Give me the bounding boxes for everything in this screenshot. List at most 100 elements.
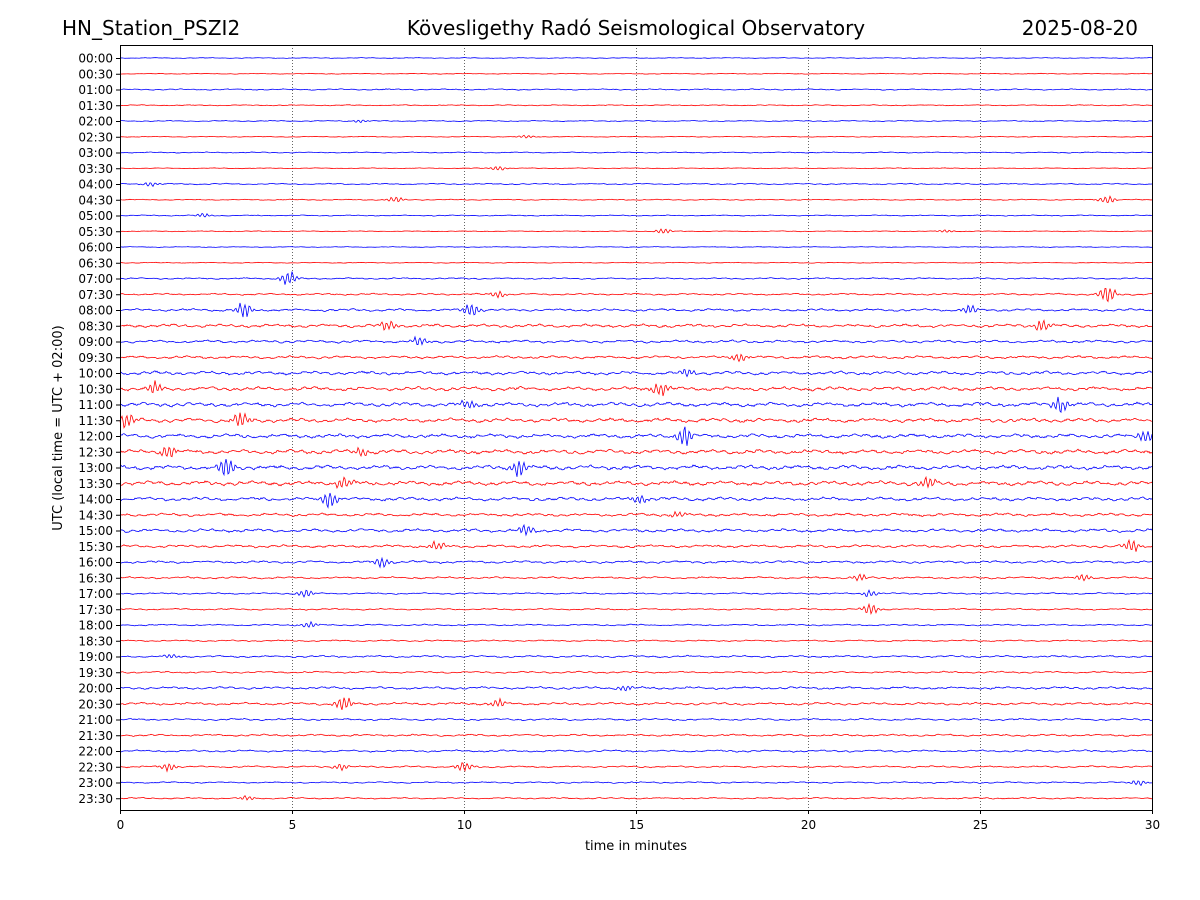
trace-2230 [119, 762, 1153, 773]
trace-1330 [119, 475, 1153, 489]
trace-0830 [119, 319, 1153, 331]
trace-1130 [119, 412, 1153, 429]
trace-0200 [119, 119, 1153, 124]
ytick-label: 20:00 [78, 682, 113, 696]
xtick-label: 30 [1145, 818, 1160, 832]
trace-1500 [119, 523, 1153, 537]
xtick-label: 0 [117, 818, 125, 832]
ytick-label: 01:30 [78, 99, 113, 113]
trace-0530 [119, 228, 1153, 234]
trace-0730 [119, 288, 1153, 303]
trace-0300 [119, 151, 1153, 154]
ytick-label: 16:00 [78, 556, 113, 570]
ytick-label: 12:30 [78, 445, 113, 459]
ytick-label: 15:30 [78, 540, 113, 554]
ytick-label: 00:30 [78, 67, 113, 81]
trace-2100 [119, 717, 1153, 722]
trace-0700 [119, 271, 1153, 285]
ytick-label: 21:00 [78, 713, 113, 727]
trace-1100 [119, 396, 1153, 414]
trace-0900 [119, 335, 1153, 346]
ytick-label: 04:30 [78, 193, 113, 207]
trace-1630 [119, 573, 1153, 582]
trace-0330 [119, 165, 1153, 171]
chart-title: Kövesligethy Radó Seismological Observat… [406, 16, 866, 40]
station-name: HN_Station_PSZI2 [62, 16, 241, 40]
ytick-label: 19:30 [78, 666, 113, 680]
trace-1730 [119, 602, 1153, 615]
xtick-label: 25 [973, 818, 988, 832]
ytick-label: 08:00 [78, 304, 113, 318]
trace-0500 [119, 212, 1153, 218]
y-axis-label: UTC (local time = UTC + 02:00) [51, 325, 66, 530]
trace-0400 [119, 182, 1153, 188]
trace-1800 [119, 620, 1153, 628]
ytick-label: 06:30 [78, 256, 113, 270]
ytick-label: 04:00 [78, 178, 113, 192]
xtick-label: 20 [801, 818, 816, 832]
trace-0430 [119, 195, 1153, 204]
ytick-label: 00:00 [78, 52, 113, 66]
seismic-traces [119, 57, 1153, 801]
ytick-label: 12:00 [78, 430, 113, 444]
ytick-label: 18:00 [78, 619, 113, 633]
ytick-label: 02:30 [78, 130, 113, 144]
ytick-label: 11:30 [78, 414, 113, 428]
ytick-label: 09:30 [78, 351, 113, 365]
ytick-label: 18:30 [78, 634, 113, 648]
trace-1530 [119, 538, 1153, 552]
trace-0000 [119, 57, 1153, 59]
ytick-label: 11:00 [78, 398, 113, 412]
trace-0800 [119, 302, 1153, 318]
vertical-grid [292, 45, 981, 810]
trace-0600 [119, 246, 1153, 248]
ytick-label: 14:00 [78, 493, 113, 507]
trace-0030 [119, 72, 1153, 75]
trace-2000 [119, 685, 1153, 692]
xtick-label: 15 [629, 818, 644, 832]
ytick-label: 08:30 [78, 319, 113, 333]
trace-0930 [119, 353, 1153, 363]
ytick-label: 15:00 [78, 524, 113, 538]
ytick-label: 05:00 [78, 209, 113, 223]
plot-frame [120, 45, 1153, 811]
trace-0130 [119, 104, 1153, 107]
xtick-label: 10 [457, 818, 472, 832]
ytick-label: 20:30 [78, 697, 113, 711]
ytick-label: 17:30 [78, 603, 113, 617]
ytick-label: 01:00 [78, 83, 113, 97]
ytick-label: 09:00 [78, 335, 113, 349]
ytick-label: 22:30 [78, 760, 113, 774]
trace-1300 [119, 458, 1153, 477]
ytick-label: 03:30 [78, 162, 113, 176]
trace-2130 [119, 733, 1153, 737]
ytick-label: 17:00 [78, 587, 113, 601]
ytick-label: 19:00 [78, 650, 113, 664]
xtick-label: 5 [289, 818, 297, 832]
ytick-label: 02:00 [78, 115, 113, 129]
ytick-label: 05:30 [78, 225, 113, 239]
trace-2030 [119, 697, 1152, 710]
trace-1200 [119, 426, 1153, 446]
trace-2330 [119, 794, 1153, 801]
trace-0230 [119, 134, 1153, 139]
trace-1400 [119, 492, 1153, 509]
trace-2300 [119, 780, 1153, 787]
ytick-label: 10:30 [78, 382, 113, 396]
ytick-label: 10:00 [78, 367, 113, 381]
trace-0630 [120, 261, 1153, 264]
ytick-label: 07:00 [78, 272, 113, 286]
ytick-label: 21:30 [78, 729, 113, 743]
x-axis-label: time in minutes [585, 839, 687, 854]
trace-1430 [119, 510, 1153, 518]
trace-1930 [119, 670, 1153, 674]
trace-1900 [119, 653, 1153, 659]
ytick-label: 23:00 [78, 776, 113, 790]
trace-1230 [119, 446, 1153, 458]
ytick-label: 06:00 [78, 241, 113, 255]
ytick-label: 03:00 [78, 146, 113, 160]
ytick-label: 13:30 [78, 477, 113, 491]
trace-2200 [119, 749, 1153, 753]
